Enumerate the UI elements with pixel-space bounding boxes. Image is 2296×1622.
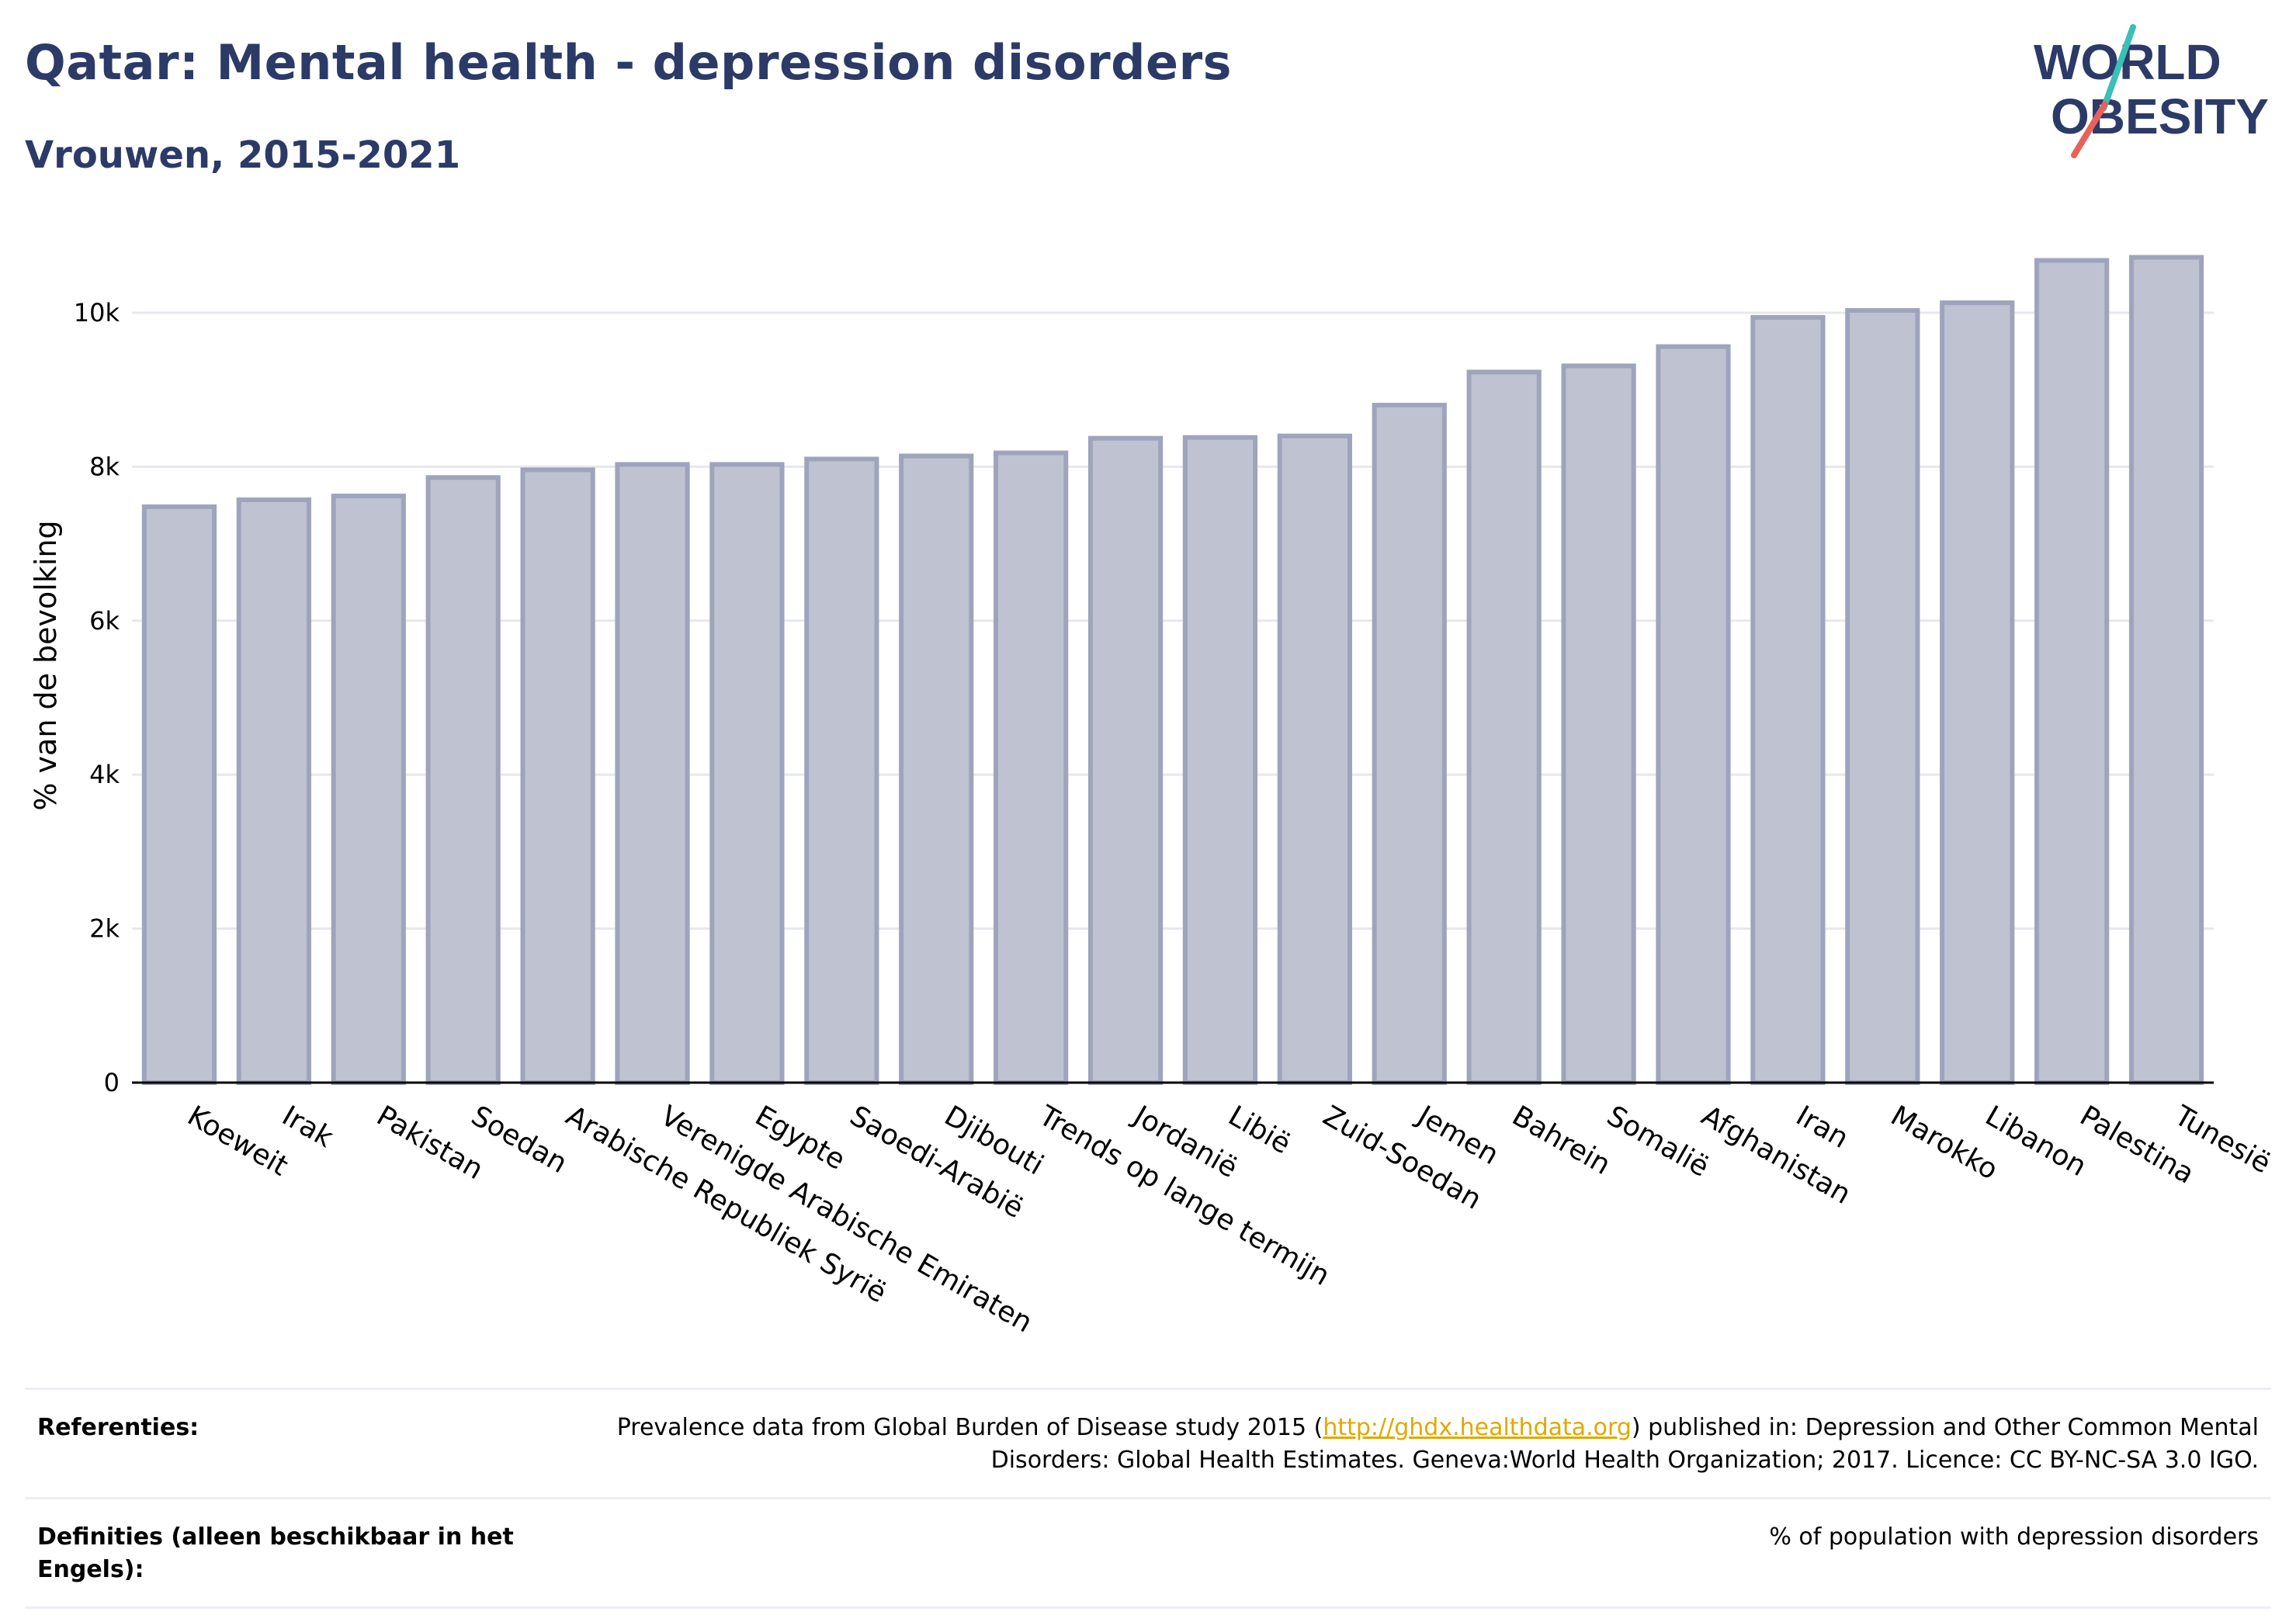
references-link[interactable]: http://ghdx.healthdata.org: [1323, 1414, 1632, 1441]
bar: [1561, 363, 1636, 1085]
y-tick-label: 4k: [89, 760, 120, 789]
y-tick-label: 6k: [89, 606, 120, 636]
bar: [2128, 255, 2204, 1085]
bar: [615, 462, 690, 1085]
bar: [1372, 403, 1447, 1085]
references-row: Referenties: Prevalence data from Global…: [25, 1388, 2271, 1497]
bar: [1182, 435, 1258, 1085]
bar: [709, 462, 785, 1085]
x-tick-label: Libanon: [1980, 1100, 2092, 1183]
references-label: Referenties:: [37, 1414, 199, 1441]
bar: [331, 494, 406, 1085]
bar: [1940, 300, 2015, 1085]
y-tick-label: 8k: [89, 452, 120, 481]
x-tick-label: Pakistan: [371, 1100, 488, 1186]
y-tick-label: 10k: [74, 298, 120, 328]
bar: [1087, 435, 1164, 1085]
logo-slash-top: [2100, 24, 2136, 112]
world-obesity-logo: WORLD OBESITY: [2034, 24, 2269, 158]
x-tick-label: Irak: [276, 1100, 338, 1154]
bar: [1277, 433, 1352, 1085]
logo-slash-bottom: [2071, 101, 2108, 158]
chart-subtitle: Vrouwen, 2015-2021: [25, 133, 461, 177]
bar: [1656, 344, 1731, 1085]
bar: [236, 497, 311, 1085]
bar: [1466, 369, 1542, 1086]
bar: [1750, 314, 1826, 1085]
x-tick-label: Iran: [1791, 1100, 1854, 1155]
references-text-after: ) published in: Depression and Other Com…: [990, 1414, 2259, 1474]
bar: [994, 450, 1069, 1085]
bar: [804, 456, 879, 1085]
definitions-text: % of population with depression disorder…: [1769, 1523, 2259, 1551]
x-tick-label: Marokko: [1885, 1100, 2003, 1186]
definitions-row: Definities (alleen beschikbaar in het En…: [25, 1497, 2271, 1609]
bar: [520, 467, 595, 1085]
x-tick-label: Bahrein: [1507, 1100, 1615, 1181]
references-table: Referenties: Prevalence data from Global…: [25, 1388, 2271, 1609]
x-tick-label: Zuid-Soedan: [1317, 1100, 1486, 1216]
references-text-before: Prevalence data from Global Burden of Di…: [616, 1414, 1323, 1441]
y-axis-title: % van de bevolking: [29, 520, 63, 810]
chart-title: Qatar: Mental health - depression disord…: [25, 34, 1233, 91]
bar: [899, 453, 974, 1085]
definitions-label: Definities (alleen beschikbaar in het En…: [37, 1523, 514, 1583]
y-tick-label: 0: [104, 1068, 120, 1097]
y-tick-label: 2k: [89, 914, 120, 944]
bar: [1845, 308, 1920, 1085]
x-tick-label: Koeweit: [182, 1100, 293, 1182]
x-tick-label: Somalië: [1601, 1100, 1714, 1184]
bar: [2034, 258, 2110, 1086]
bar: [425, 475, 501, 1085]
bar: [141, 504, 217, 1085]
references-text: Prevalence data from Global Burden of Di…: [590, 1412, 2259, 1477]
